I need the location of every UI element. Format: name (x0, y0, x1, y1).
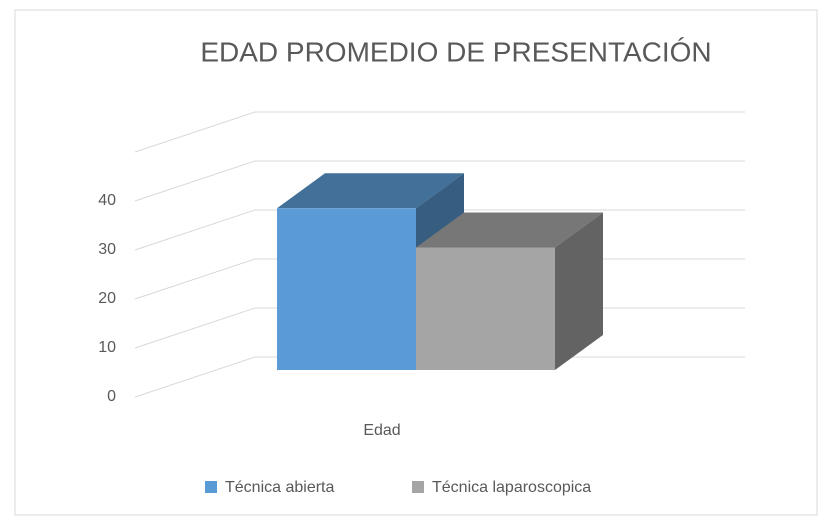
bar-top (277, 173, 464, 209)
bar-top (416, 212, 603, 248)
grid-line (134, 160, 745, 202)
legend-label: Técnica laparoscopica (432, 479, 591, 496)
y-tick-label: 20 (98, 290, 116, 307)
y-tick-label: 30 (98, 241, 116, 258)
bar (277, 208, 416, 370)
legend-swatch (412, 481, 424, 493)
grid-line (134, 356, 745, 398)
y-tick-label: 10 (98, 339, 116, 356)
grid-line (134, 209, 745, 251)
bar (416, 247, 555, 370)
x-tick-label: Edad (363, 422, 400, 439)
legend-label: Técnica abierta (225, 479, 334, 496)
chart-title: EDAD PROMEDIO DE PRESENTACIÓN (200, 36, 711, 67)
y-tick-label: 40 (98, 192, 116, 209)
wall-top (134, 111, 256, 153)
bar-side (555, 212, 603, 370)
y-tick-label: 0 (107, 388, 116, 405)
legend-swatch (205, 481, 217, 493)
